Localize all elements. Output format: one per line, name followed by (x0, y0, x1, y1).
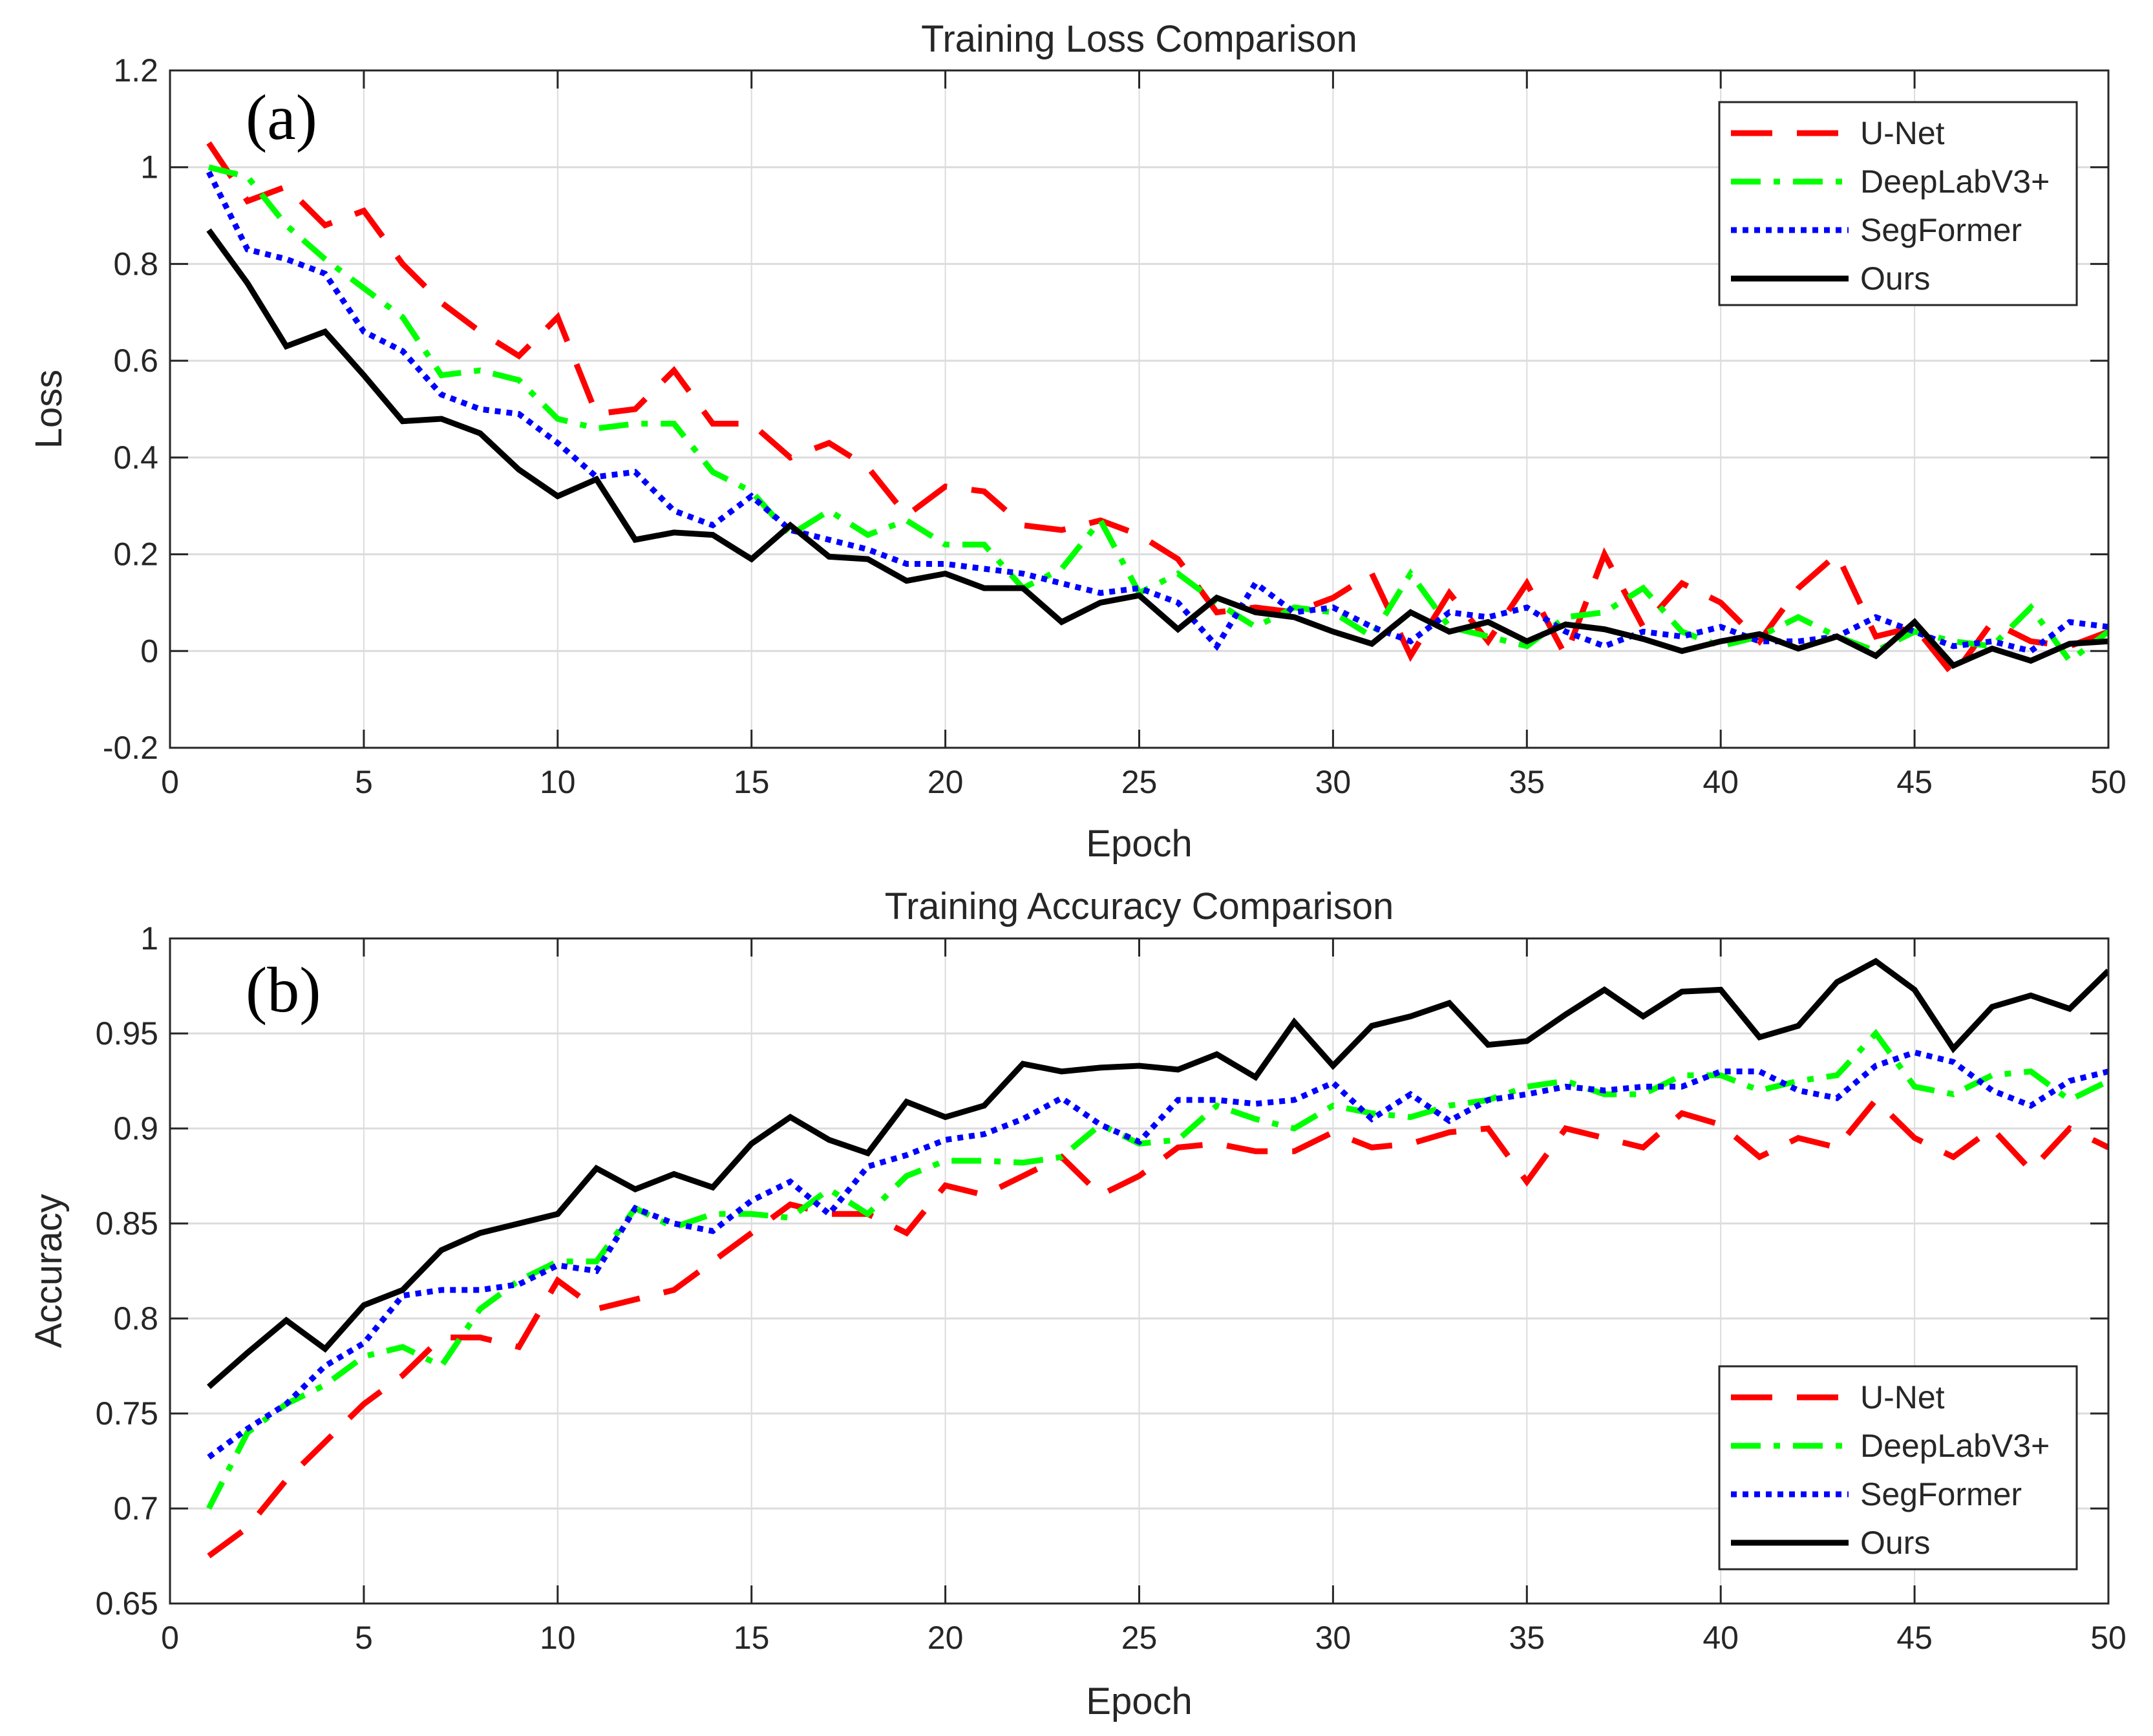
legend-label: DeepLabV3+ (1860, 164, 2050, 200)
series-line-ours (207, 957, 2108, 1390)
x-tick-label: 20 (928, 764, 964, 800)
y-tick-label: 0.4 (113, 439, 158, 476)
legend-label: U-Net (1860, 115, 1945, 151)
chart-panel-0: 0 5 10 15 20 25 30 35 40 45 50-0.200.20.40.60.811.… (28, 18, 2126, 865)
x-tick-label: 40 (1702, 764, 1739, 800)
series-line-segformer (207, 1049, 2108, 1460)
x-tick-label: 35 (1509, 764, 1545, 800)
panel-label: (b) (246, 954, 321, 1026)
legend-label: DeepLabV3+ (1860, 1428, 2050, 1464)
x-tick-label: 35 (1509, 1620, 1545, 1656)
x-tick-label: 40 (1702, 1620, 1739, 1656)
series-line-ours (206, 228, 2108, 670)
x-tick-label: 50 (2090, 1620, 2126, 1656)
y-tick-label: 0.7 (113, 1490, 158, 1527)
legend-label: Ours (1860, 260, 1930, 297)
chart-title: Training Accuracy Comparison (885, 885, 1394, 927)
x-tick-label: 15 (734, 764, 770, 800)
y-tick-label: 0.6 (113, 343, 158, 379)
y-tick-label: 0.75 (96, 1395, 158, 1432)
x-tick-label: 45 (1896, 764, 1933, 800)
legend-label: SegFormer (1860, 212, 2022, 248)
legend: U-Net DeepLabV3+ SegFormer Ours (1718, 101, 2078, 306)
x-tick-label: 10 (540, 764, 576, 800)
y-axis-label: Loss (28, 370, 70, 449)
y-tick-label: 0 (140, 633, 158, 669)
x-axis-label: Epoch (1086, 1680, 1192, 1722)
x-tick-label: 10 (540, 1620, 576, 1656)
legend-box (1718, 1365, 2078, 1571)
x-tick-label: 25 (1121, 764, 1158, 800)
series-line-deeplabv3- (206, 1028, 2108, 1510)
legend: U-Net DeepLabV3+ SegFormer Ours (1718, 1365, 2078, 1571)
y-tick-label: 0.9 (113, 1110, 158, 1147)
series-line-u-net (206, 141, 2108, 681)
y-tick-label: -0.2 (103, 730, 158, 766)
y-tick-label: 0.95 (96, 1015, 158, 1052)
series-line-u-net (207, 1096, 2108, 1559)
x-tick-label: 45 (1896, 1620, 1933, 1656)
y-tick-label: 1.2 (113, 52, 158, 89)
legend-box (1718, 101, 2078, 306)
panel-label: (a) (246, 81, 317, 153)
x-tick-label: 5 (355, 764, 373, 800)
x-tick-label: 20 (928, 1620, 964, 1656)
y-tick-label: 0.85 (96, 1205, 158, 1242)
chart-panel-1: 0 5 10 15 20 25 30 35 40 45 50 0.65 0.7 0.75 0.8 0.85 0.… (28, 885, 2126, 1722)
x-tick-label: 25 (1121, 1620, 1158, 1656)
y-tick-label: 0.8 (113, 246, 158, 282)
y-tick-label: 1 (140, 920, 158, 957)
x-tick-label: 30 (1315, 1620, 1352, 1656)
y-tick-label: 1 (140, 149, 158, 185)
series-line-deeplabv3- (207, 164, 2108, 665)
y-axis-label: Accuracy (28, 1194, 70, 1348)
chart-title: Training Loss Comparison (921, 18, 1357, 60)
y-tick-label: 0.2 (113, 536, 158, 573)
y-tick-label: 0.8 (113, 1300, 158, 1337)
series-line-segformer (206, 171, 2108, 655)
x-tick-label: 50 (2090, 764, 2126, 800)
legend-label: SegFormer (1860, 1476, 2022, 1512)
legend-label: U-Net (1860, 1379, 1945, 1415)
x-tick-label: 0 (161, 1620, 179, 1656)
legend-label: Ours (1860, 1525, 1930, 1561)
x-tick-label: 15 (734, 1620, 770, 1656)
x-axis-label: Epoch (1086, 823, 1192, 865)
x-tick-label: 5 (355, 1620, 373, 1656)
y-tick-label: 0.65 (96, 1585, 158, 1622)
x-tick-label: 0 (161, 764, 179, 800)
x-tick-label: 30 (1315, 764, 1352, 800)
